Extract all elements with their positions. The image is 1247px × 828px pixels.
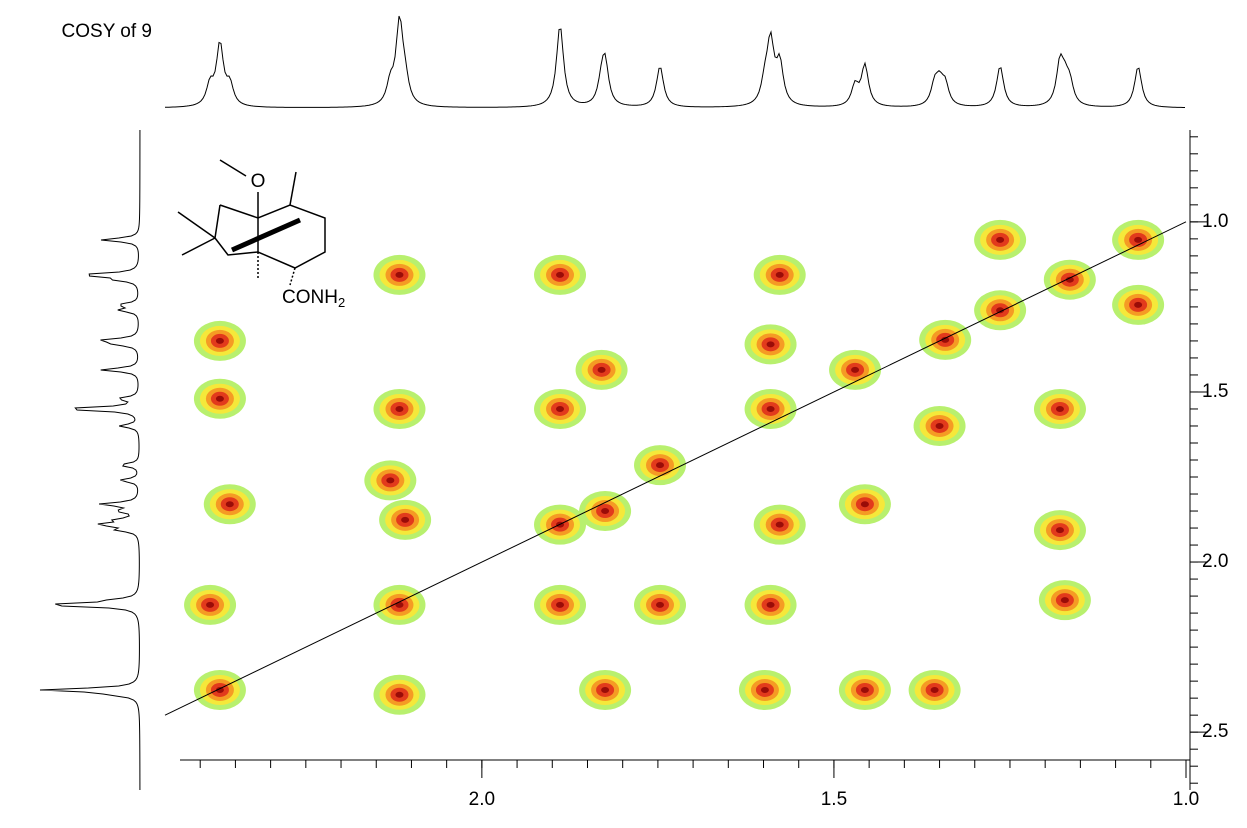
peak-contour <box>766 601 775 608</box>
x-tick-label: 1.5 <box>821 789 847 810</box>
cross-peak <box>1033 510 1086 551</box>
group-text: CONH <box>282 287 338 308</box>
cross-peak <box>1043 259 1096 300</box>
structure <box>177 159 326 286</box>
cross-peak <box>913 405 966 446</box>
cross-peak <box>373 388 426 429</box>
cross-peak <box>1033 388 1086 429</box>
peak-contour <box>401 516 410 523</box>
cross-peak <box>534 388 587 429</box>
cross-peak <box>634 445 687 486</box>
cross-peak <box>579 491 632 532</box>
cross-peak <box>575 349 628 390</box>
peak-contour <box>860 686 869 693</box>
cross-peak <box>738 669 791 710</box>
cross-peak <box>373 254 426 295</box>
peak-contour <box>556 271 565 278</box>
subscript: 2 <box>338 295 345 310</box>
chart-title: COSY of 9 <box>62 21 152 42</box>
cross-peak <box>1112 219 1165 260</box>
cross-peak <box>829 349 882 390</box>
peak-contour <box>601 508 610 515</box>
peak-contour <box>930 686 939 693</box>
cross-peak <box>974 290 1027 331</box>
y-projection <box>39 129 141 791</box>
x-tick-label: 1.0 <box>1173 789 1199 810</box>
peak-contour <box>996 307 1005 314</box>
cross-peak <box>1112 284 1165 325</box>
peak-contour <box>215 337 224 344</box>
peak-contour <box>775 271 784 278</box>
cross-peak <box>1038 580 1091 621</box>
cross-peak <box>753 504 806 545</box>
peak-contour <box>1065 276 1074 283</box>
peak-contour <box>766 405 775 412</box>
peak-contour <box>860 501 869 508</box>
peak-contour <box>996 236 1005 243</box>
cross-peak <box>379 499 432 540</box>
peak-contour <box>941 336 950 343</box>
cross-peak <box>193 669 246 710</box>
cross-peak <box>193 378 246 419</box>
peak-contour <box>206 601 215 608</box>
cross-peak <box>579 669 632 710</box>
peak-contour <box>656 462 665 469</box>
cross-peak <box>919 319 972 360</box>
cross-peak <box>373 584 426 625</box>
cross-peak <box>908 669 961 710</box>
x-tick-label: 2.0 <box>469 789 495 810</box>
peak-contour <box>395 271 404 278</box>
peak-contour <box>760 686 769 693</box>
group-label: CONH2 <box>282 287 345 310</box>
cross-peak <box>753 254 806 295</box>
cross-peak <box>744 584 797 625</box>
peak-contour <box>1134 301 1143 308</box>
y-tick-label: 2.5 <box>1202 721 1228 742</box>
peak-contour <box>215 395 224 402</box>
peak-contour <box>601 686 610 693</box>
peak-contour <box>215 686 224 693</box>
peak-contour <box>395 691 404 698</box>
peak-contour <box>851 366 860 373</box>
cross-peak <box>373 674 426 715</box>
cross-peak <box>838 484 891 525</box>
cross-peak <box>974 219 1027 260</box>
peak-contour <box>556 405 565 412</box>
peak-contour <box>1060 597 1069 604</box>
y-tick-label: 1.0 <box>1202 211 1228 232</box>
peak-contour <box>656 601 665 608</box>
peak-contour <box>556 601 565 608</box>
cross-peak <box>184 584 237 625</box>
cross-peak <box>634 584 687 625</box>
peak-contour <box>1134 236 1143 243</box>
cross-peak <box>534 584 587 625</box>
cross-peak <box>364 460 417 501</box>
y-tick-label: 2.0 <box>1202 551 1228 572</box>
peak-contour <box>775 521 784 528</box>
y-tick-label: 1.5 <box>1202 381 1228 402</box>
peak-contour <box>1055 405 1064 412</box>
cross-peak <box>193 320 246 361</box>
peak-contour <box>597 366 606 373</box>
peak-contour <box>225 501 234 508</box>
cross-peak <box>744 324 797 365</box>
cross-peak <box>534 254 587 295</box>
cross-peak <box>838 669 891 710</box>
peak-contour <box>395 601 404 608</box>
diagonal <box>164 221 1187 716</box>
peak-contour <box>935 422 944 429</box>
peak-contour <box>766 341 775 348</box>
peak-contour <box>386 477 395 484</box>
cross-peak <box>203 484 256 525</box>
cross-peak <box>744 388 797 429</box>
atom-label: O <box>251 171 266 192</box>
x-projection <box>164 15 1186 108</box>
peak-contour <box>1055 527 1064 534</box>
peak-contour <box>395 405 404 412</box>
